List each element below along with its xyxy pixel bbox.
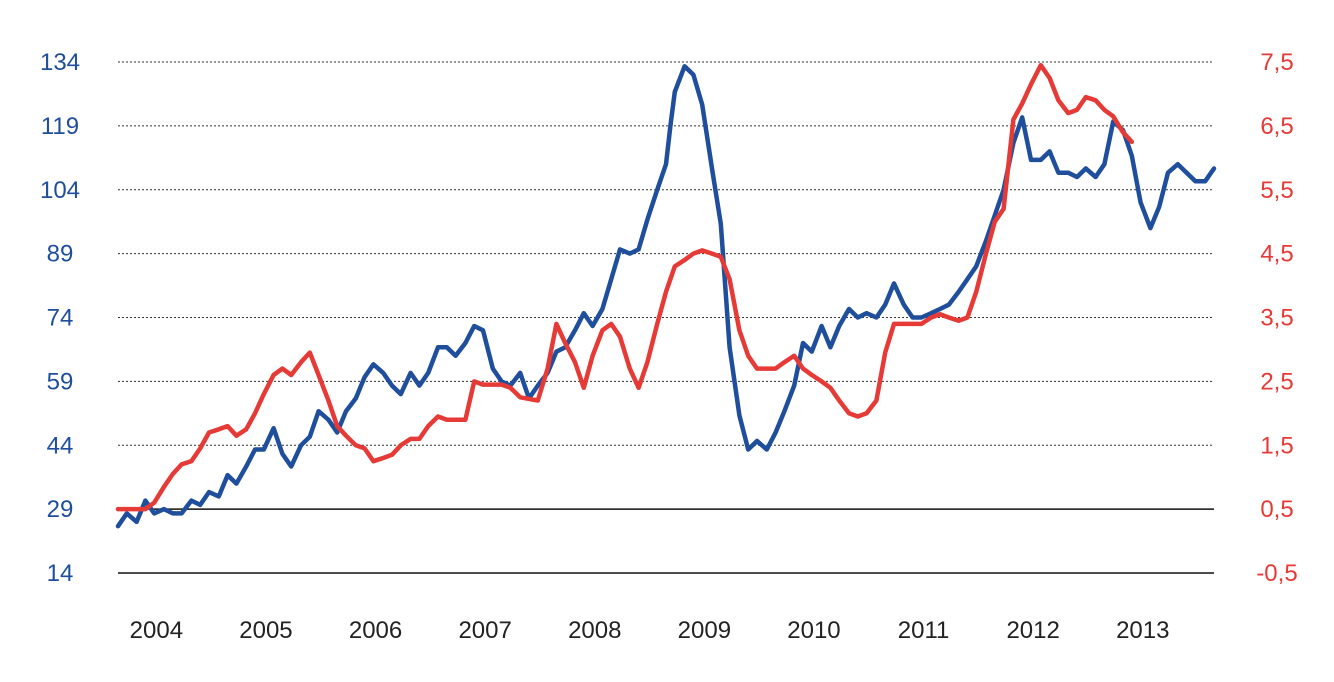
left-tick-label: 74 — [47, 305, 74, 332]
x-tick-label: 2009 — [678, 617, 731, 644]
right-tick-label: 5,5 — [1260, 177, 1293, 204]
x-tick-label: 2011 — [898, 617, 950, 644]
left-tick-label: 119 — [41, 113, 79, 140]
x-tick-label: 2012 — [1006, 617, 1059, 644]
series-lines — [115, 62, 1217, 529]
x-tick-label: 2013 — [1116, 617, 1169, 644]
right-tick-label: 0,5 — [1260, 496, 1293, 523]
left-axis-ticks: 134 119 104 89 74 59 44 29 14 — [40, 49, 80, 587]
left-tick-label: 14 — [47, 560, 74, 587]
gridlines — [118, 61, 1214, 574]
right-tick-label: 2,5 — [1260, 368, 1293, 395]
right-tick-label: 3,5 — [1260, 305, 1293, 332]
right-tick-label: -0,5 — [1256, 560, 1297, 587]
x-axis-ticks: 2004 2005 2006 2007 2008 2009 2010 2011 2012 2013 — [130, 617, 1170, 644]
series-line-right-axis — [115, 62, 1135, 512]
x-tick-label: 2006 — [349, 617, 402, 644]
series-line-left-axis — [115, 64, 1217, 529]
x-tick-label: 2010 — [787, 617, 840, 644]
x-tick-label: 2008 — [568, 617, 621, 644]
right-tick-label: 6,5 — [1260, 113, 1293, 140]
left-tick-label: 59 — [47, 368, 74, 395]
right-axis-ticks: 7,5 6,5 5,5 4,5 3,5 2,5 1,5 0,5 -0,5 — [1256, 49, 1297, 587]
right-tick-label: 4,5 — [1260, 241, 1293, 268]
left-tick-label: 44 — [47, 432, 74, 459]
left-tick-label: 134 — [40, 49, 80, 76]
right-tick-label: 1,5 — [1260, 432, 1293, 459]
x-tick-label: 2007 — [458, 617, 511, 644]
x-tick-label: 2004 — [130, 617, 183, 644]
left-tick-label: 29 — [47, 496, 74, 523]
left-tick-label: 104 — [40, 177, 80, 204]
right-tick-label: 7,5 — [1260, 49, 1293, 76]
x-tick-label: 2005 — [239, 617, 292, 644]
left-tick-label: 89 — [47, 241, 74, 268]
